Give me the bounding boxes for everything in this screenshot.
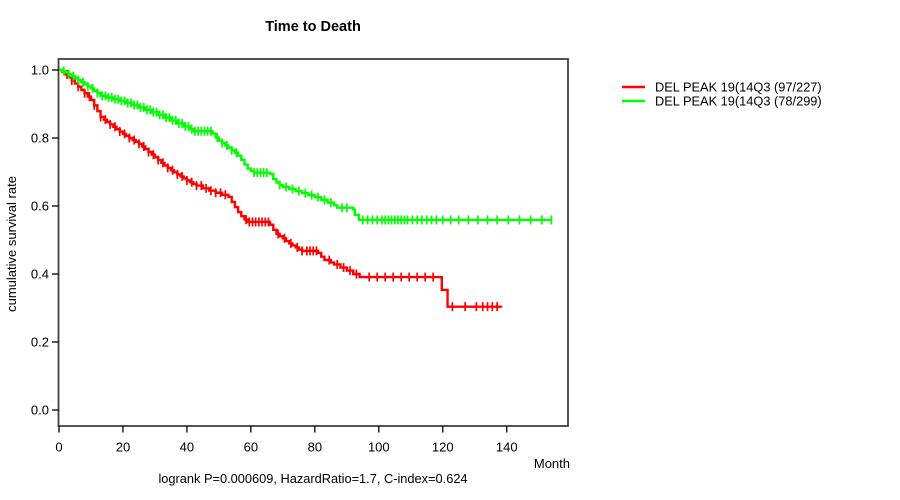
y-tick-label: 0.2	[31, 335, 49, 350]
chart-title: Time to Death	[265, 19, 361, 35]
y-tick-label: 0.4	[31, 267, 49, 282]
legend-label-green: DEL PEAK 19(14Q3 (78/299)	[655, 94, 822, 109]
y-tick-label: 0.0	[31, 403, 49, 418]
x-tick-label: 20	[116, 440, 130, 455]
x-tick-label: 140	[496, 440, 518, 455]
x-tick-label: 80	[308, 440, 322, 455]
axis-ticks: 0 20 40 60 80 100 120 140 0.0 0.2 0.4 0.6 0.8 1.0	[31, 63, 518, 455]
x-tick-label: 40	[180, 440, 194, 455]
x-tick-label: 60	[244, 440, 258, 455]
y-tick-label: 0.8	[31, 131, 49, 146]
x-tick-label: 120	[432, 440, 454, 455]
x-tick-label: 100	[368, 440, 390, 455]
stats-annotation: logrank P=0.000609, HazardRatio=1.7, C-i…	[158, 471, 467, 486]
survival-series-red	[59, 68, 502, 312]
survival-series-green	[59, 66, 553, 225]
plot-area-border	[57, 58, 569, 427]
survival-curves	[59, 66, 553, 312]
y-axis-label: cumulative survival rate	[4, 176, 19, 312]
x-tick-label: 0	[55, 440, 62, 455]
legend: DEL PEAK 19(14Q3 (97/227) DEL PEAK 19(14…	[622, 80, 822, 109]
x-axis-label: Month	[534, 456, 570, 471]
legend-label-red: DEL PEAK 19(14Q3 (97/227)	[655, 80, 822, 95]
y-tick-label: 1.0	[31, 63, 49, 78]
y-tick-label: 0.6	[31, 199, 49, 214]
survival-step-curve	[59, 68, 552, 222]
